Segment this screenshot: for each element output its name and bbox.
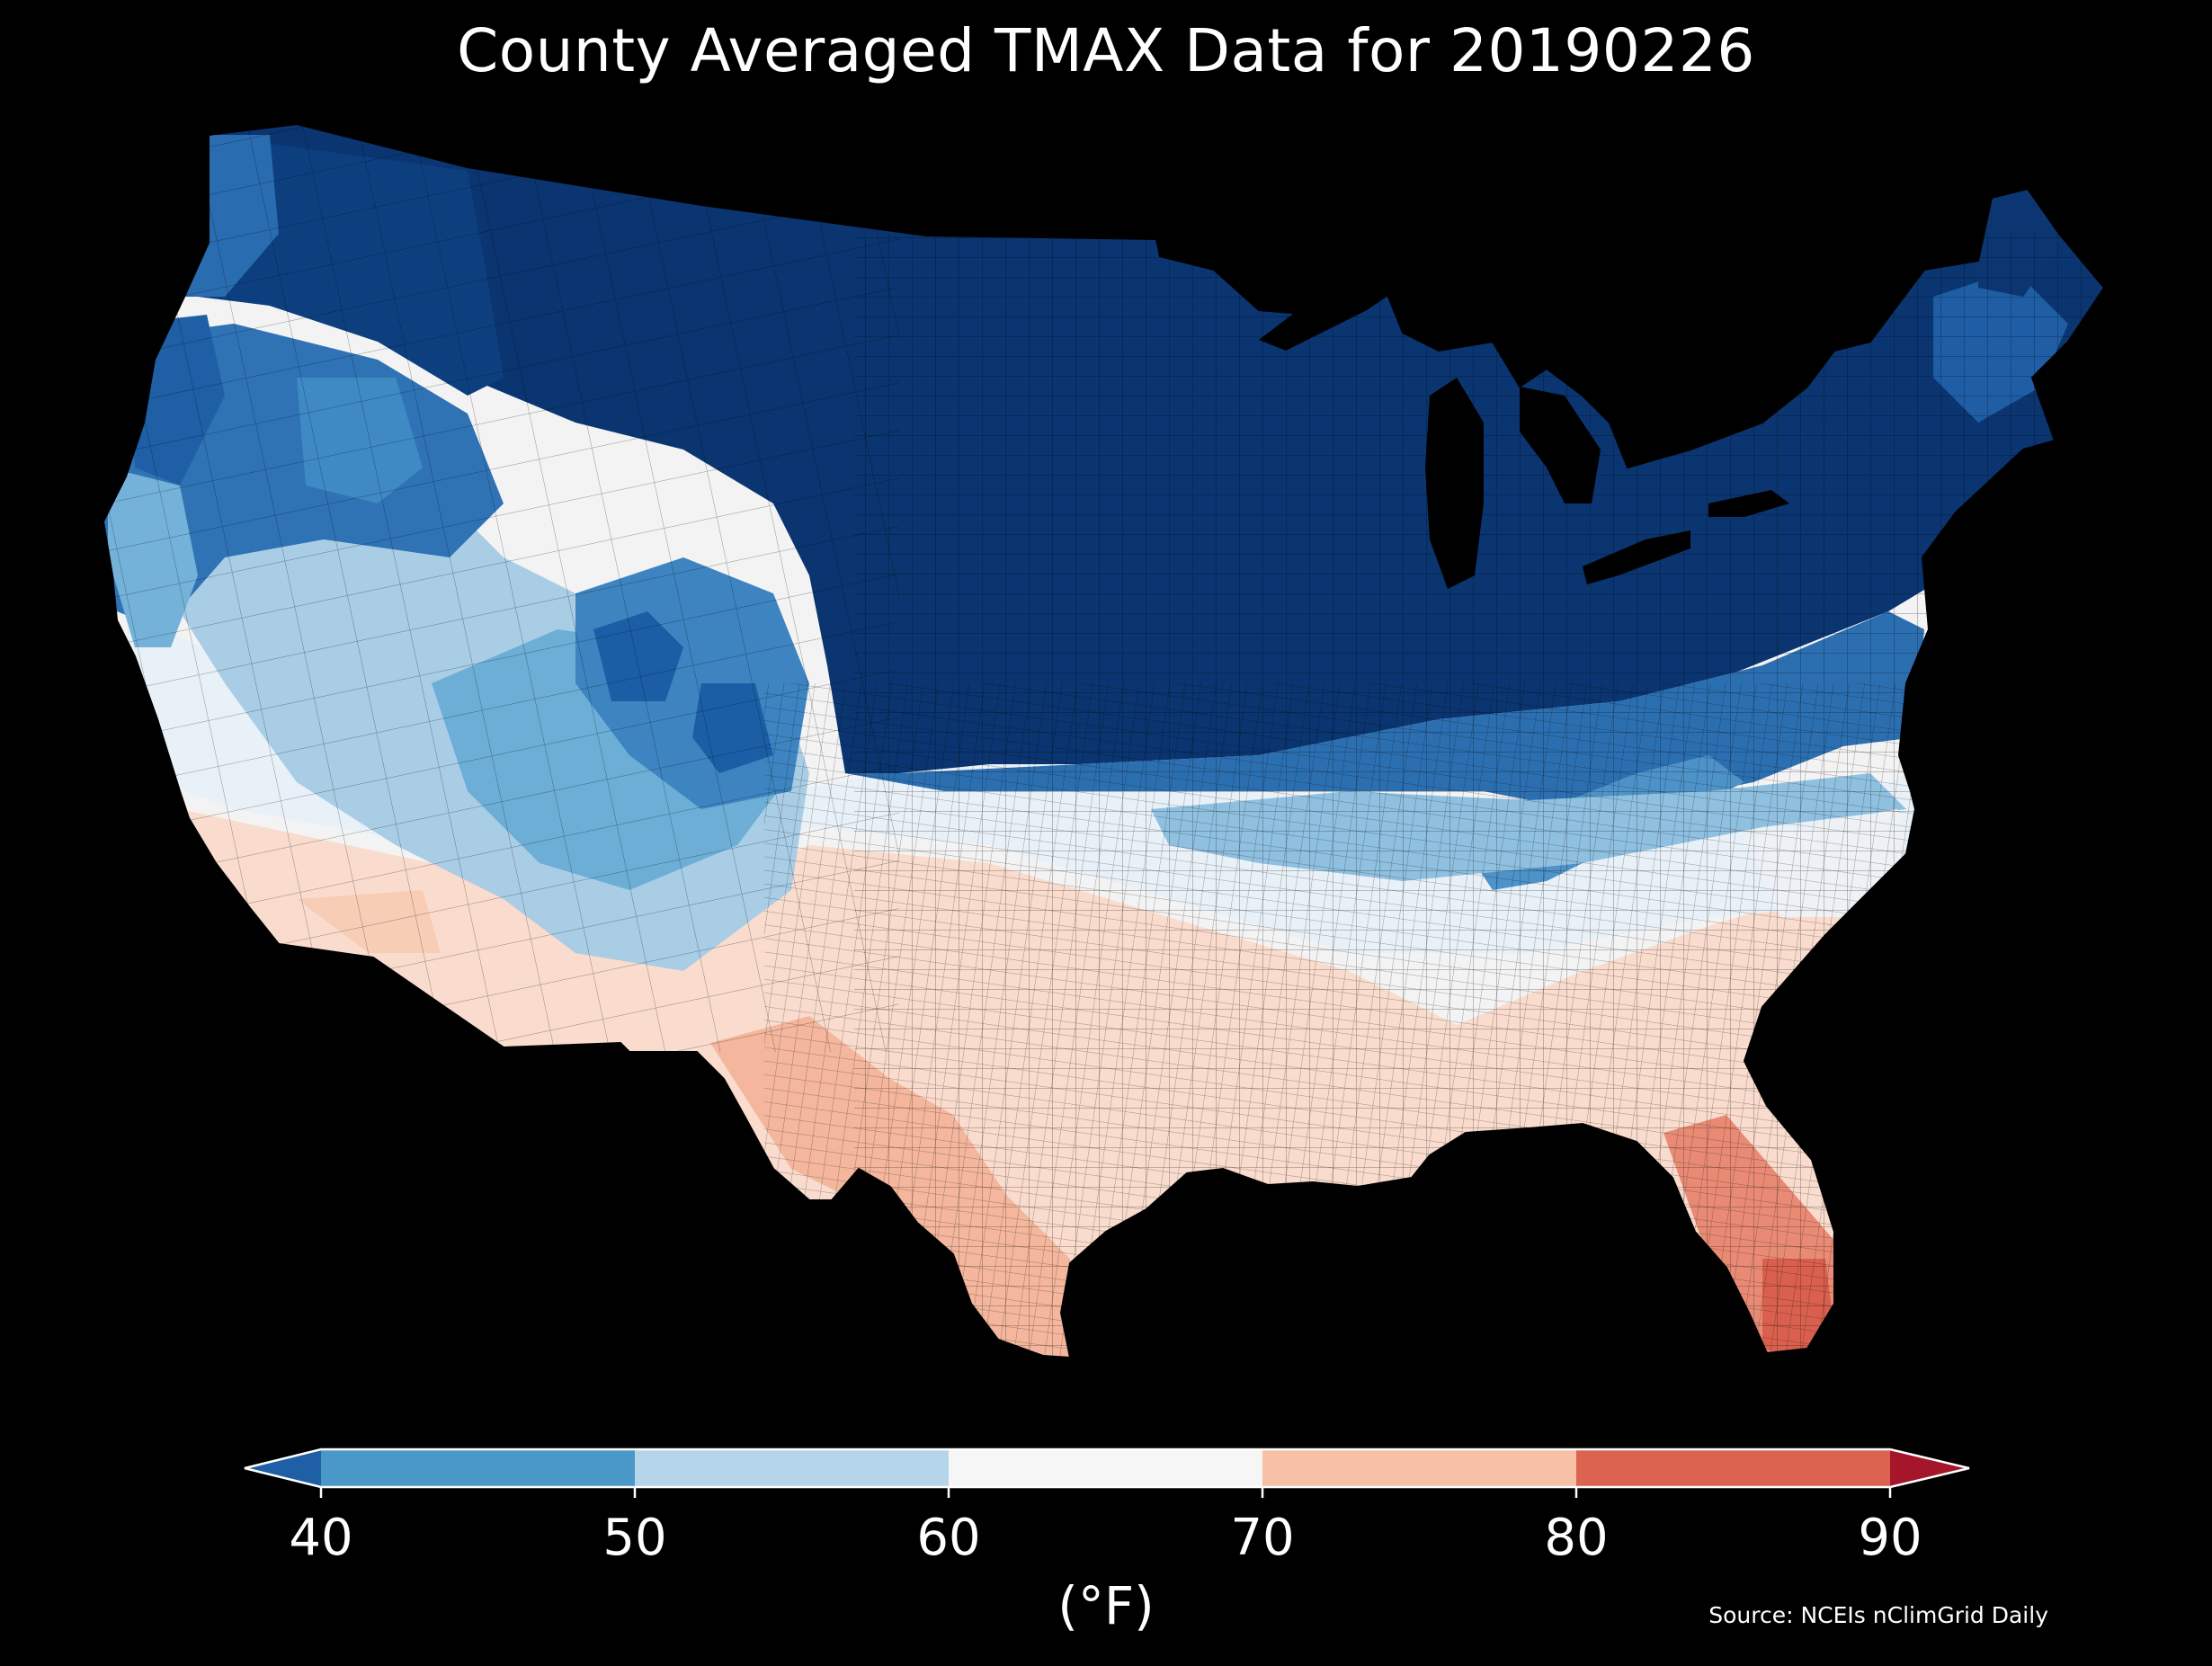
lake-superior <box>1259 270 1403 351</box>
colorbar-bin-below-40 <box>245 1449 321 1487</box>
colorbar-unit-label: (°F) <box>1057 1575 1155 1636</box>
colorbar-bin-above-90 <box>1890 1449 1969 1487</box>
colorbar-tick-label-60: 60 <box>916 1509 981 1567</box>
colorbar-bin-80-90 <box>1576 1449 1890 1487</box>
lake-michigan <box>1425 378 1484 589</box>
lake-ontario <box>1708 490 1789 517</box>
colorbar-bin-70-80 <box>1262 1449 1576 1487</box>
great-lakes <box>1259 270 1789 589</box>
colorbar-tick-label-70: 70 <box>1230 1509 1295 1567</box>
colorbar-bin-40-50 <box>321 1449 635 1487</box>
map-title: County Averaged TMAX Data for 20190226 <box>457 16 1755 85</box>
colorbar-ticks <box>319 1487 1892 1498</box>
colorbar-tick-label-90: 90 <box>1858 1509 1922 1567</box>
lake-huron <box>1520 387 1601 503</box>
colorbar-bin-50-60 <box>635 1449 949 1487</box>
lake-erie <box>1583 530 1690 584</box>
source-credit: Source: NCEIs nClimGrid Daily <box>1708 1602 2048 1628</box>
colorbar-tick-label-50: 50 <box>602 1509 667 1567</box>
colorbar-tick-label-80: 80 <box>1544 1509 1609 1567</box>
colorbar-bins <box>245 1449 1969 1487</box>
colorbar-tick-label-40: 40 <box>289 1509 353 1567</box>
colorbar-bin-60-70 <box>949 1449 1262 1487</box>
